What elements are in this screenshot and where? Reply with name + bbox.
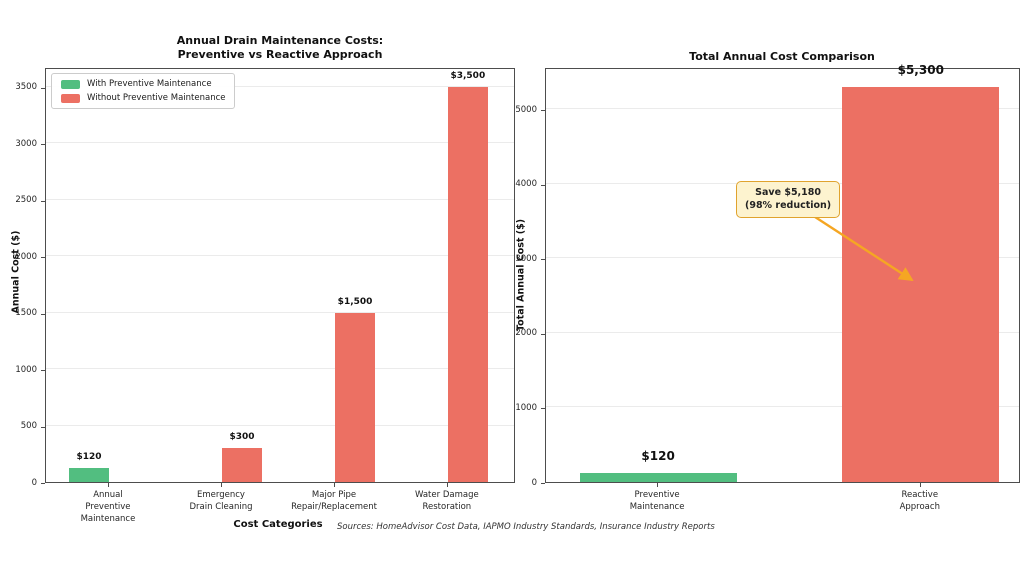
gridline [46,424,514,426]
legend: With Preventive Maintenance Without Prev… [51,73,236,109]
left-chart-title: Annual Drain Maintenance Costs: Preventi… [176,34,384,62]
gridline [546,331,1019,333]
y-tick-mark [41,144,45,146]
bar [842,86,1000,482]
y-tick-mark [41,257,45,259]
bar-value-label: $1,500 [337,296,373,307]
bar-value-label: $300 [229,432,255,443]
x-tick-label: Annual Preventive Maintenance [80,490,136,524]
gridline [46,311,514,313]
y-tick-mark [541,184,545,186]
x-axis-label: Cost Categories [233,519,323,530]
y-tick-mark [541,408,545,410]
x-tick-mark [334,483,336,487]
x-tick-mark [107,483,109,487]
y-tick-label: 0 [31,477,37,488]
y-tick-mark [41,483,45,484]
y-tick-label: 3500 [15,82,37,93]
gridline [546,257,1019,259]
x-tick-mark [221,483,222,487]
bar-value-label: $120 [641,449,675,464]
legend-label: Without Preventive Maintenance [87,93,226,103]
y-tick-mark [41,426,45,428]
bar [335,312,376,482]
right-y-axis-label: Total Annual Cost ($) [515,218,527,332]
right-chart-title: Total Annual Cost Comparison [689,50,875,63]
right-plot-area: Save $5,180 (98% reduction) $120 $5,300 [545,63,1020,483]
y-tick-label: 4000 [515,179,537,190]
left-y-axis-label: Annual Cost ($) [10,230,22,314]
legend-item: With Preventive Maintenance [61,79,225,89]
left-plot-area: With Preventive Maintenance Without Prev… [45,68,515,483]
x-tick-label: Reactive Approach [899,490,940,512]
gridline [546,108,1019,110]
x-tick-label: Emergency Drain Cleaning [189,490,253,512]
bar-value-label: $120 [76,452,102,463]
y-tick-mark [541,483,545,484]
gridline [546,406,1019,408]
bar-value-label: $3,500 [450,70,486,81]
y-tick-label: 2000 [15,251,37,262]
y-tick-mark [41,200,45,202]
legend-label: With Preventive Maintenance [87,79,212,89]
y-tick-label: 5000 [515,104,537,115]
x-tick-label: Preventive Maintenance [629,490,685,512]
y-tick-mark [41,313,45,315]
x-tick-label: Major Pipe Repair/Replacement [291,490,378,512]
bar [68,468,109,482]
y-tick-mark [541,333,545,335]
y-tick-label: 3000 [15,138,37,149]
y-tick-mark [541,110,545,112]
y-tick-label: 500 [20,421,37,432]
y-tick-label: 0 [531,477,537,488]
bar [447,86,488,482]
bar-value-label: $5,300 [897,62,944,77]
x-tick-mark [446,483,448,487]
y-tick-mark [41,370,45,372]
y-tick-label: 1000 [515,402,537,413]
red-swatch-icon [61,93,80,103]
bar [579,473,737,482]
gridline [46,142,514,144]
gridline [46,85,514,87]
gridline [46,198,514,200]
gridline [46,368,514,370]
bar [222,448,262,482]
annotation-arrow [811,213,914,282]
y-tick-mark [41,87,45,89]
y-tick-label: 1500 [15,308,37,319]
x-tick-mark [919,483,921,487]
sources-footnote: Sources: HomeAdvisor Cost Data, IAPMO In… [337,522,715,532]
x-tick-mark [657,483,659,487]
gridline [46,255,514,257]
y-tick-mark [541,259,545,261]
x-tick-label: Water Damage Restoration [414,490,479,512]
y-tick-label: 2500 [15,195,37,206]
annotation-callout: Save $5,180 (98% reduction) [736,181,841,218]
green-swatch-icon [61,79,80,89]
y-tick-label: 3000 [515,253,537,264]
legend-item: Without Preventive Maintenance [61,93,225,103]
y-tick-label: 1000 [15,364,37,375]
y-tick-label: 2000 [515,328,537,339]
